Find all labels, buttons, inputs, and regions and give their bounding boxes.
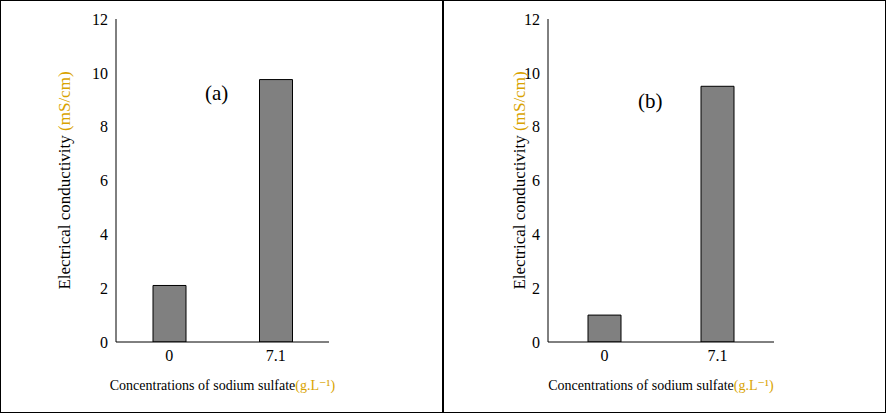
svg-text:Electrical conductivity (mS/cm: Electrical conductivity (mS/cm) xyxy=(55,71,74,289)
svg-text:8: 8 xyxy=(100,118,108,135)
svg-text:6: 6 xyxy=(100,172,108,189)
svg-text:2: 2 xyxy=(532,280,540,297)
svg-text:7.1: 7.1 xyxy=(708,347,728,364)
svg-text:(b): (b) xyxy=(638,89,663,113)
svg-text:6: 6 xyxy=(532,172,540,189)
svg-text:12: 12 xyxy=(92,11,108,28)
svg-text:10: 10 xyxy=(92,65,108,82)
svg-text:4: 4 xyxy=(532,226,540,243)
svg-text:4: 4 xyxy=(100,226,108,243)
svg-text:Electrical conductivity (mS/cm: Electrical conductivity (mS/cm) xyxy=(510,71,529,289)
svg-text:Concentrations of sodium sulfa: Concentrations of sodium sulfate(g.L⁻¹) xyxy=(548,378,774,394)
svg-text:2: 2 xyxy=(100,280,108,297)
svg-text:0: 0 xyxy=(165,347,173,364)
svg-text:(a): (a) xyxy=(205,81,228,105)
svg-text:7.1: 7.1 xyxy=(266,347,286,364)
svg-text:Concentrations of sodium sulfa: Concentrations of sodium sulfate(g.L⁻¹) xyxy=(110,378,336,394)
svg-text:0: 0 xyxy=(100,334,108,351)
svg-text:0: 0 xyxy=(532,334,540,351)
svg-text:8: 8 xyxy=(532,118,540,135)
svg-text:10: 10 xyxy=(524,65,540,82)
svg-text:12: 12 xyxy=(524,11,540,28)
svg-text:0: 0 xyxy=(601,347,609,364)
